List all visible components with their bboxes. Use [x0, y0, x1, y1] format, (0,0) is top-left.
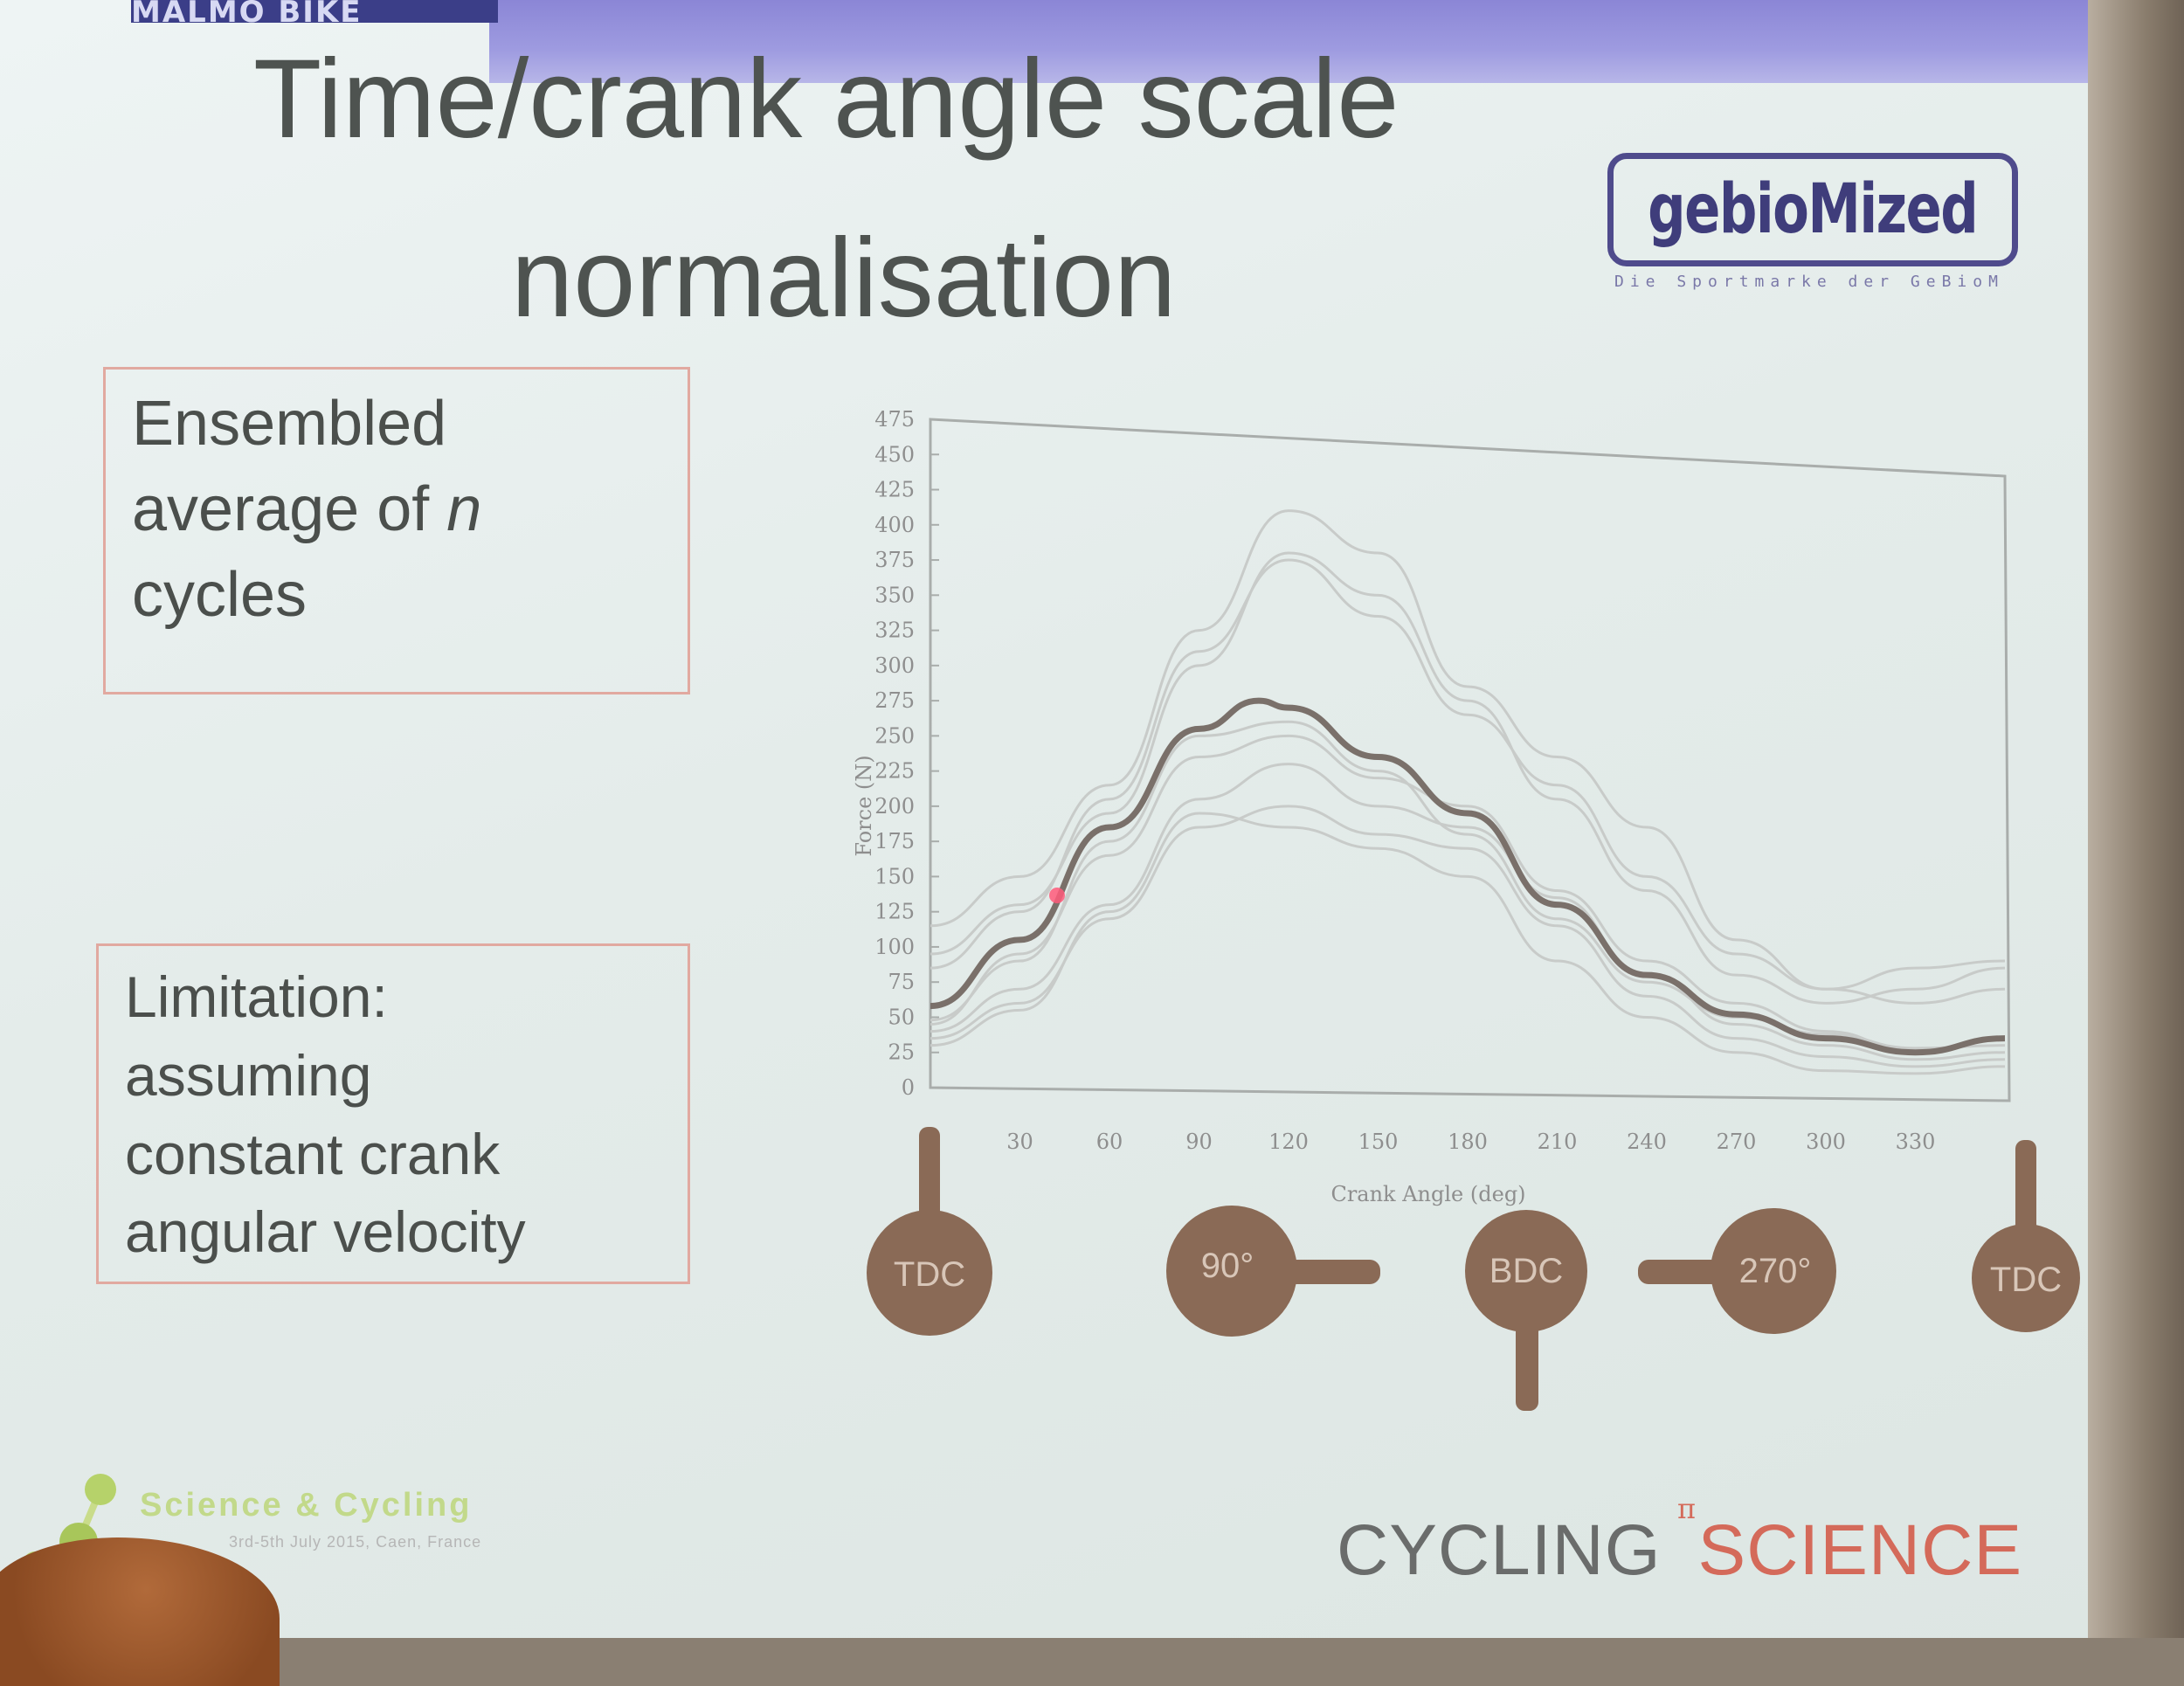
plot-frame	[929, 418, 2011, 1102]
science-word: SCIENCE	[1697, 1510, 2023, 1590]
y-tick-label: 300	[874, 653, 915, 678]
crank-label-tdc-right: TDC	[1990, 1261, 2062, 1299]
y-tick-label: 450	[874, 442, 915, 466]
y-tick-label: 125	[874, 900, 915, 924]
limitation-line-4: angular velocity	[125, 1199, 526, 1265]
limitation-line-2: assuming	[125, 1042, 372, 1108]
y-tick-label: 150	[874, 864, 915, 888]
crank-90: 90°	[1166, 1206, 1380, 1337]
slide-title-line-2: normalisation	[511, 216, 1177, 341]
gebiomized-tagline: Die Sportmarke der GeBioM	[1614, 273, 2004, 291]
gebiomized-logo: gebioMized	[1607, 153, 2018, 266]
x-tick-label: 210	[1538, 1130, 1578, 1154]
y-tick-label: 475	[874, 407, 915, 432]
y-tick-label: 225	[874, 759, 915, 784]
ensembled-line-2: average of n	[132, 467, 661, 553]
mean-series-line	[930, 697, 2006, 1056]
trial-series-line	[930, 551, 2006, 1005]
x-tick-label: 60	[1096, 1130, 1123, 1154]
limitation-line-3: constant crank	[125, 1121, 501, 1186]
science-cycling-logo-text: Science & Cycling	[140, 1487, 473, 1524]
mean-series-group	[930, 697, 2006, 1056]
y-tick-label: 325	[874, 618, 915, 643]
y-tick-label: 250	[874, 723, 915, 748]
y-tick-label: 0	[902, 1075, 915, 1100]
x-tick-label: 270	[1717, 1130, 1757, 1154]
crank-label-270: 270°	[1739, 1252, 1812, 1290]
y-tick-label: 100	[874, 935, 915, 959]
x-axis-ticks: 30 60 90 120 150 180 210 240 270 300 330	[1006, 1130, 1935, 1154]
trial-series-line	[930, 812, 2006, 1075]
trial-series-group	[930, 509, 2006, 1075]
x-tick-label: 30	[1006, 1130, 1033, 1154]
y-tick-label: 200	[874, 794, 915, 819]
trial-series-line	[930, 763, 2006, 1061]
x-tick-label: 240	[1627, 1130, 1667, 1154]
cycling-word: CYCLING	[1337, 1510, 1662, 1590]
limitation-line-1: Limitation:	[125, 964, 388, 1029]
crank-bdc: BDC	[1465, 1210, 1587, 1411]
x-tick-label: 90	[1185, 1130, 1213, 1154]
crank-label-90: 90°	[1201, 1247, 1254, 1285]
ensembled-line-1: Ensembled	[132, 389, 447, 459]
y-axis-label: Force (N)	[852, 755, 876, 856]
x-tick-label: 300	[1806, 1130, 1846, 1154]
y-tick-label: 275	[874, 688, 915, 713]
trial-series-line	[930, 509, 2006, 991]
projection-wall-edge	[2088, 0, 2184, 1638]
slide-title-line-1: Time/crank angle scale	[253, 37, 1400, 162]
trial-series-line	[930, 805, 2006, 1068]
crank-tdc-left: TDC	[867, 1127, 992, 1336]
crank-label-bdc: BDC	[1489, 1252, 1563, 1290]
cycling-science-logo: CYCLING SCIENCE	[1337, 1510, 2022, 1592]
ensembled-line-2-text: average of	[132, 473, 447, 544]
x-tick-label: 120	[1268, 1130, 1309, 1154]
top-label: MALMO BIKE	[131, 0, 363, 30]
ensembled-n: n	[446, 473, 482, 544]
x-tick-label: 180	[1448, 1130, 1488, 1154]
top-band-dark	[131, 0, 498, 23]
force-crank-angle-chart: 4754504254003753503253002752502252001751…	[852, 407, 2011, 1206]
trial-series-line	[930, 734, 2006, 1054]
crank-270: 270°	[1638, 1208, 1836, 1334]
y-tick-label: 400	[874, 513, 915, 537]
ensembled-line-3: cycles	[132, 559, 308, 630]
limitation-box: Limitation: assuming constant crank angu…	[96, 943, 690, 1284]
y-tick-label: 425	[874, 478, 915, 502]
laser-pointer-dot	[1049, 888, 1065, 903]
science-cycling-logo-sub: 3rd-5th July 2015, Caen, France	[229, 1533, 482, 1551]
x-tick-label: 330	[1896, 1130, 1936, 1154]
plot-border	[929, 418, 2011, 1102]
y-tick-label: 350	[874, 583, 915, 607]
y-tick-label: 25	[888, 1040, 915, 1065]
y-tick-label: 375	[874, 548, 915, 572]
x-axis-label: Crank Angle (deg)	[1330, 1182, 1525, 1206]
crank-label-tdc-left: TDC	[894, 1255, 965, 1294]
cycling-science-pi: π	[1677, 1492, 1697, 1525]
y-axis-ticks: 4754504254003753503253002752502252001751…	[874, 407, 939, 1100]
presentation-slide: MALMO BIKE Time/crank angle scale normal…	[0, 0, 2114, 1686]
ensembled-average-box: Ensembled average of n cycles	[103, 367, 690, 694]
crank-tdc-right: TDC	[1972, 1140, 2080, 1332]
y-tick-label: 75	[888, 970, 915, 994]
y-tick-label: 50	[888, 1005, 915, 1029]
top-band	[489, 0, 2114, 83]
x-tick-label: 150	[1358, 1130, 1399, 1154]
gebiomized-logo-text: gebioMized	[1648, 170, 1979, 249]
crank-positions-diagram: TDC 90° BDC 270° TDC	[867, 1127, 2080, 1411]
trial-series-line	[930, 558, 2006, 1005]
y-tick-label: 175	[874, 829, 915, 853]
